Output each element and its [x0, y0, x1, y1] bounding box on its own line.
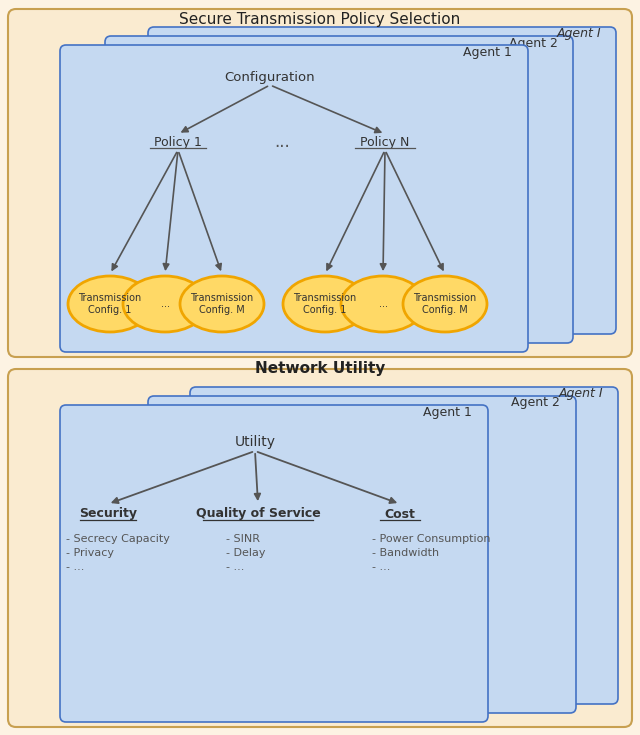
FancyBboxPatch shape [190, 387, 618, 704]
Ellipse shape [123, 276, 207, 332]
Text: ...: ... [161, 299, 170, 309]
Text: Agent 2: Agent 2 [509, 37, 558, 50]
Text: - Secrecy Capacity: - Secrecy Capacity [66, 534, 170, 544]
FancyBboxPatch shape [8, 369, 632, 727]
Text: Agent 1: Agent 1 [463, 46, 512, 59]
FancyBboxPatch shape [8, 9, 632, 357]
Text: Agent 1: Agent 1 [423, 406, 472, 419]
Text: Transmission
Config. 1: Transmission Config. 1 [293, 293, 356, 315]
FancyBboxPatch shape [60, 405, 488, 722]
Text: Transmission
Config. M: Transmission Config. M [190, 293, 253, 315]
Text: Security: Security [79, 507, 137, 520]
Text: ...: ... [274, 133, 290, 151]
Text: Agent 2: Agent 2 [511, 396, 560, 409]
Ellipse shape [68, 276, 152, 332]
Text: Transmission
Config. 1: Transmission Config. 1 [78, 293, 141, 315]
Text: Agent I: Agent I [558, 387, 603, 400]
Text: Cost: Cost [385, 507, 415, 520]
Text: Utility: Utility [234, 435, 275, 449]
Text: - ...: - ... [66, 562, 84, 572]
FancyBboxPatch shape [105, 36, 573, 343]
Text: - ...: - ... [372, 562, 390, 572]
Text: Network Utility: Network Utility [255, 361, 385, 376]
Text: Policy 1: Policy 1 [154, 135, 202, 148]
Text: - SINR: - SINR [226, 534, 260, 544]
Ellipse shape [341, 276, 425, 332]
FancyBboxPatch shape [148, 396, 576, 713]
Text: Agent I: Agent I [556, 27, 601, 40]
FancyBboxPatch shape [148, 27, 616, 334]
Text: - Delay: - Delay [226, 548, 266, 558]
Text: ...: ... [378, 299, 387, 309]
Text: Quality of Service: Quality of Service [196, 507, 321, 520]
Text: Transmission
Config. M: Transmission Config. M [413, 293, 477, 315]
Text: - Privacy: - Privacy [66, 548, 114, 558]
Text: - Power Consumption: - Power Consumption [372, 534, 490, 544]
FancyBboxPatch shape [60, 45, 528, 352]
Ellipse shape [180, 276, 264, 332]
Text: - Bandwidth: - Bandwidth [372, 548, 439, 558]
Ellipse shape [403, 276, 487, 332]
Text: Secure Transmission Policy Selection: Secure Transmission Policy Selection [179, 12, 461, 27]
Text: - ...: - ... [226, 562, 244, 572]
Text: Policy N: Policy N [360, 135, 410, 148]
Text: ...: ... [407, 419, 423, 437]
Ellipse shape [283, 276, 367, 332]
Text: ...: ... [412, 55, 428, 73]
Text: Configuration: Configuration [225, 71, 316, 84]
